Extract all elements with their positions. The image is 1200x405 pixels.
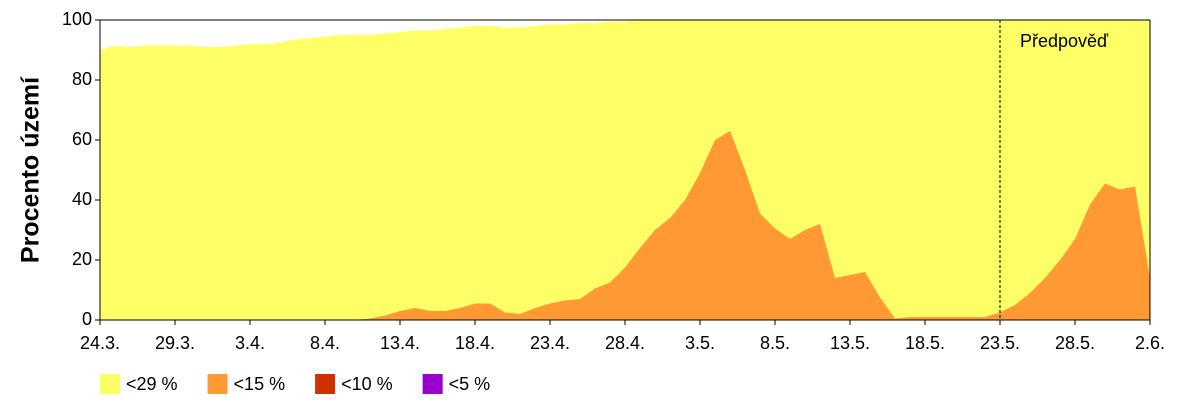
x-tick-label: 3.4.	[235, 333, 265, 353]
area	[100, 131, 1150, 320]
y-tick-label: 60	[72, 129, 92, 149]
x-tick-label: 18.4.	[455, 333, 495, 353]
y-tick-label: 100	[62, 9, 92, 29]
x-tick-label: 28.5.	[1055, 333, 1095, 353]
legend-label: <5 %	[449, 374, 491, 394]
y-tick-label: 0	[82, 309, 92, 329]
x-tick-label: 28.4.	[605, 333, 645, 353]
x-tick-label: 13.4.	[380, 333, 420, 353]
x-tick-label: 8.4.	[310, 333, 340, 353]
y-axis-title: Procento území	[17, 76, 45, 263]
x-tick-label: 23.4.	[530, 333, 570, 353]
legend-swatch	[100, 374, 120, 394]
x-tick-label: 29.3.	[155, 333, 195, 353]
y-tick-label: 40	[72, 189, 92, 209]
legend-swatch	[207, 374, 228, 394]
x-tick-label: 24.3.	[80, 333, 120, 353]
legend-swatch	[315, 374, 336, 394]
legend-swatch	[422, 374, 443, 394]
area	[100, 20, 1150, 320]
x-tick-label: 2.6.	[1135, 333, 1165, 353]
legend-label: <10 %	[341, 374, 393, 394]
legend-label: <29 %	[126, 374, 178, 394]
x-tick-label: 23.5.	[980, 333, 1020, 353]
x-tick-label: 18.5.	[905, 333, 945, 353]
x-tick-label: 3.5.	[685, 333, 715, 353]
x-tick-label: 13.5.	[830, 333, 870, 353]
forecast-label: Předpověď	[1020, 31, 1109, 51]
y-tick-label: 20	[72, 249, 92, 269]
x-tick-label: 8.5.	[760, 333, 790, 353]
legend-label: <15 %	[234, 374, 286, 394]
y-tick-label: 80	[72, 69, 92, 89]
